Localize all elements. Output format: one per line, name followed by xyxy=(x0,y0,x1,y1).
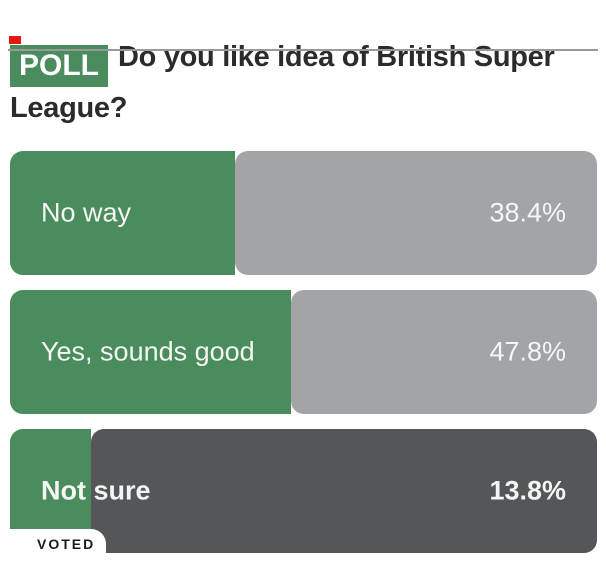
option-percentage: 13.8% xyxy=(489,475,566,506)
option-percentage: 38.4% xyxy=(489,197,566,228)
poll-question: POLL Do you like idea of British Super Le… xyxy=(10,36,596,130)
voted-badge-label: VOTED xyxy=(37,536,96,552)
poll-option-yes-sounds-good[interactable]: Yes, sounds good 47.8% xyxy=(10,290,597,414)
bar-track xyxy=(91,429,597,553)
option-label: Yes, sounds good xyxy=(41,336,255,367)
voted-badge: VOTED xyxy=(0,529,106,564)
bar-fill xyxy=(10,151,236,275)
option-percentage: 47.8% xyxy=(489,336,566,367)
poll-badge: POLL xyxy=(10,45,108,87)
poll-question-text: Do you like idea of British Super League… xyxy=(10,41,555,124)
bar-track xyxy=(290,290,597,414)
poll-option-not-sure[interactable]: Not sure 13.8% VOTED xyxy=(0,429,597,564)
option-label: Not sure xyxy=(41,475,151,506)
top-divider xyxy=(8,49,598,51)
poll-results: No way 38.4% Yes, sounds good 47.8% Not … xyxy=(0,151,606,564)
option-label: No way xyxy=(41,197,132,228)
bar-track xyxy=(235,151,597,275)
poll-widget: POLL Do you like idea of British Super Le… xyxy=(0,36,606,564)
bar-fill xyxy=(10,290,291,414)
poll-option-no-way[interactable]: No way 38.4% xyxy=(10,151,597,275)
red-marker-icon xyxy=(9,36,21,44)
